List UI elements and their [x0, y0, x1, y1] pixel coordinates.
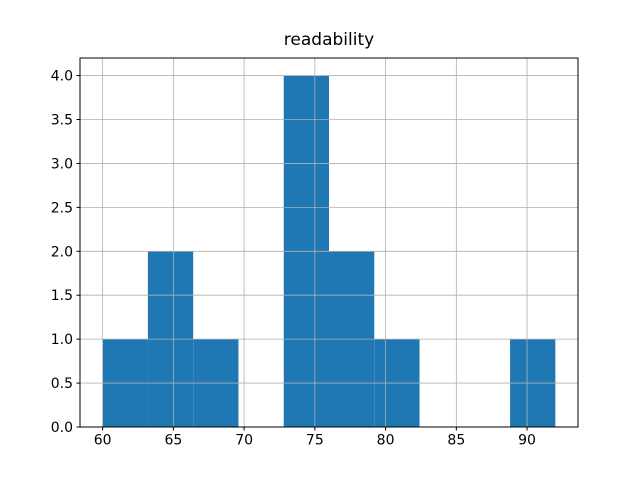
x-tick-label: 70 — [235, 433, 253, 449]
y-tick-label: 3.5 — [51, 113, 73, 129]
x-tick-label: 85 — [447, 433, 465, 449]
plot-area: 60 65 70 75 80 85 90 0.0 0.5 1.0 1.5 2.0 2.5 3.0 3.5 4.… — [51, 57, 579, 449]
y-tick-label: 3.0 — [51, 156, 73, 172]
x-tick-label: 80 — [377, 433, 395, 449]
x-tick-label: 60 — [94, 433, 112, 449]
x-tick-label: 90 — [518, 433, 536, 449]
y-tick-label: 2.5 — [51, 200, 73, 216]
x-tick-label: 65 — [164, 433, 182, 449]
y-tick-label: 2.0 — [51, 244, 73, 260]
y-tick-label: 0.0 — [51, 420, 73, 436]
chart-title: readability — [284, 30, 374, 50]
x-tick-label: 75 — [306, 433, 324, 449]
y-tick-label: 1.5 — [51, 288, 73, 304]
y-tick-label: 1.0 — [51, 332, 73, 348]
y-tick-label: 0.5 — [51, 376, 73, 392]
axes-frame — [79, 57, 579, 428]
y-tick-label: 4.0 — [51, 69, 73, 85]
